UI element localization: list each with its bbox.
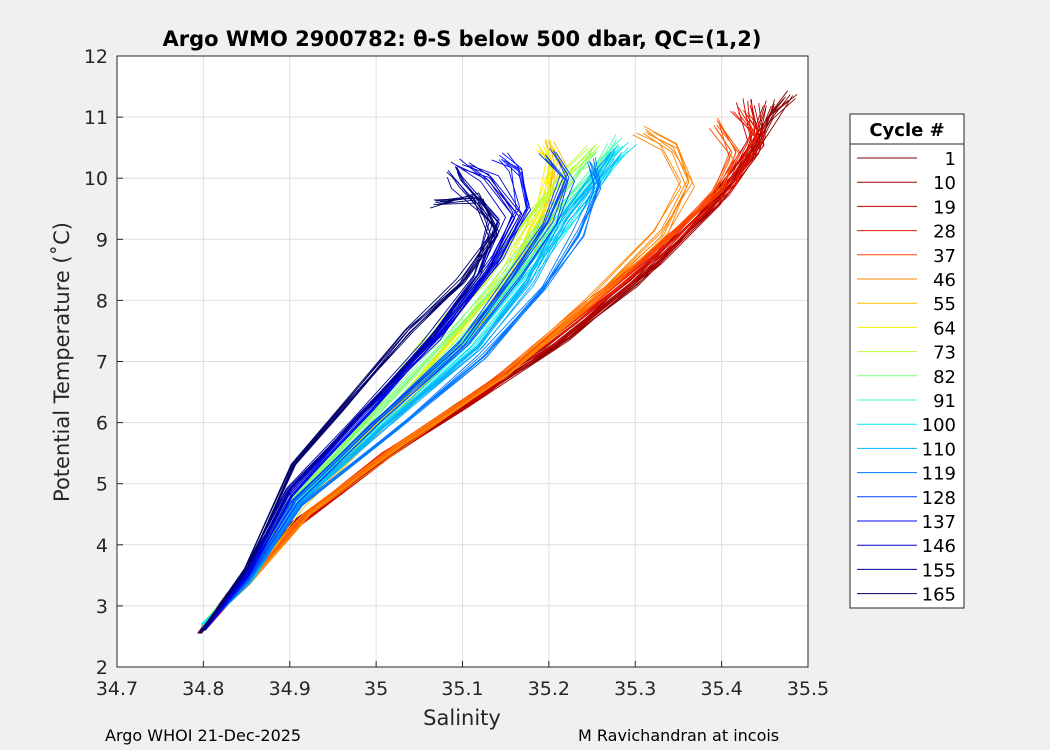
profile-line-cycle-146 (203, 164, 518, 631)
legend-label-64: 64 (933, 318, 956, 339)
y-tick-label: 12 (84, 46, 108, 68)
legend-label-155: 155 (922, 560, 956, 581)
profile-line-cycle-146 (203, 168, 520, 631)
legend-label-1: 1 (945, 149, 956, 170)
legend-label-10: 10 (933, 173, 956, 194)
profile-line-cycle-128 (204, 158, 570, 631)
legend-box (849, 113, 965, 609)
x-axis-label: Salinity (423, 706, 501, 730)
chart-title: Argo WMO 2900782: θ-S below 500 dbar, QC… (163, 27, 762, 51)
profile-line-cycle-165 (200, 196, 498, 634)
profile-line-cycle-128 (204, 150, 568, 631)
profile-line-cycle-46 (203, 131, 690, 626)
profile-line-cycle-46 (204, 131, 690, 626)
y-tick-label: 11 (84, 107, 108, 129)
footer-right-credit: M Ravichandran at incois (578, 726, 780, 745)
profile-line-cycle-137 (204, 158, 531, 631)
profile-lines (197, 90, 798, 634)
legend-label-137: 137 (922, 512, 956, 533)
x-tick-label: 35.1 (441, 678, 483, 700)
y-tick-label: 4 (96, 535, 108, 557)
legend-label-73: 73 (933, 343, 956, 364)
x-tick-label: 35.4 (700, 678, 742, 700)
x-tick-label: 35 (364, 678, 388, 700)
y-tick-label: 3 (96, 596, 108, 618)
legend-label-55: 55 (933, 294, 956, 315)
legend-label-128: 128 (922, 488, 956, 509)
y-tick-label: 8 (96, 290, 108, 312)
profile-line-cycle-37 (202, 124, 740, 628)
x-tick-label: 34.9 (269, 678, 311, 700)
profile-line-cycle-165 (200, 197, 497, 634)
y-axis-ticks: 2 3 4 5 6 7 8 9 10 11 12 (84, 46, 123, 679)
profile-line-cycle-146 (204, 165, 523, 631)
legend-label-82: 82 (933, 367, 956, 388)
legend-label-110: 110 (922, 439, 956, 460)
y-tick-label: 2 (96, 657, 108, 679)
profile-line-cycle-110 (204, 154, 621, 628)
y-tick-label: 10 (84, 168, 108, 190)
legend-label-37: 37 (933, 246, 956, 267)
x-tick-label: 34.7 (96, 678, 138, 700)
legend-label-19: 19 (933, 197, 956, 218)
profile-line-cycle-46 (201, 132, 682, 626)
x-tick-label: 34.8 (182, 678, 224, 700)
profile-line-cycle-119 (203, 161, 596, 628)
legend-label-146: 146 (922, 536, 956, 557)
legend-title: Cycle # (869, 120, 944, 141)
profile-line-cycle-119 (204, 165, 602, 628)
legend-label-28: 28 (933, 222, 956, 243)
legend-label-46: 46 (933, 270, 956, 291)
legend-label-100: 100 (922, 415, 956, 436)
profile-line-cycle-128 (201, 154, 561, 631)
profile-line-cycle-165 (198, 194, 490, 634)
profile-line-cycle-128 (204, 151, 576, 631)
y-tick-label: 6 (96, 413, 108, 435)
y-tick-label: 7 (96, 352, 108, 374)
legend: Cycle # 11019283746556473829110011011912… (849, 113, 965, 609)
profile-line-cycle-119 (204, 163, 598, 628)
legend-label-119: 119 (922, 464, 956, 485)
legend-label-91: 91 (933, 391, 956, 412)
x-tick-label: 35.3 (614, 678, 656, 700)
legend-label-165: 165 (922, 585, 956, 606)
x-axis-ticks: 34.7 34.8 34.9 35 35.1 35.2 35.3 35.4 35.5 (96, 661, 829, 700)
y-axis-label: Potential Temperature (˚C) (50, 222, 74, 502)
y-tick-label: 9 (96, 229, 108, 251)
y-tick-label: 5 (96, 474, 108, 496)
profile-line-cycle-46 (204, 133, 695, 626)
x-tick-label: 35.2 (528, 678, 570, 700)
profile-line-cycle-146 (204, 162, 522, 631)
footer-left-credit: Argo WHOI 21-Dec-2025 (105, 726, 302, 745)
profile-line-cycle-46 (202, 132, 687, 626)
x-tick-label: 35.5 (787, 678, 829, 700)
